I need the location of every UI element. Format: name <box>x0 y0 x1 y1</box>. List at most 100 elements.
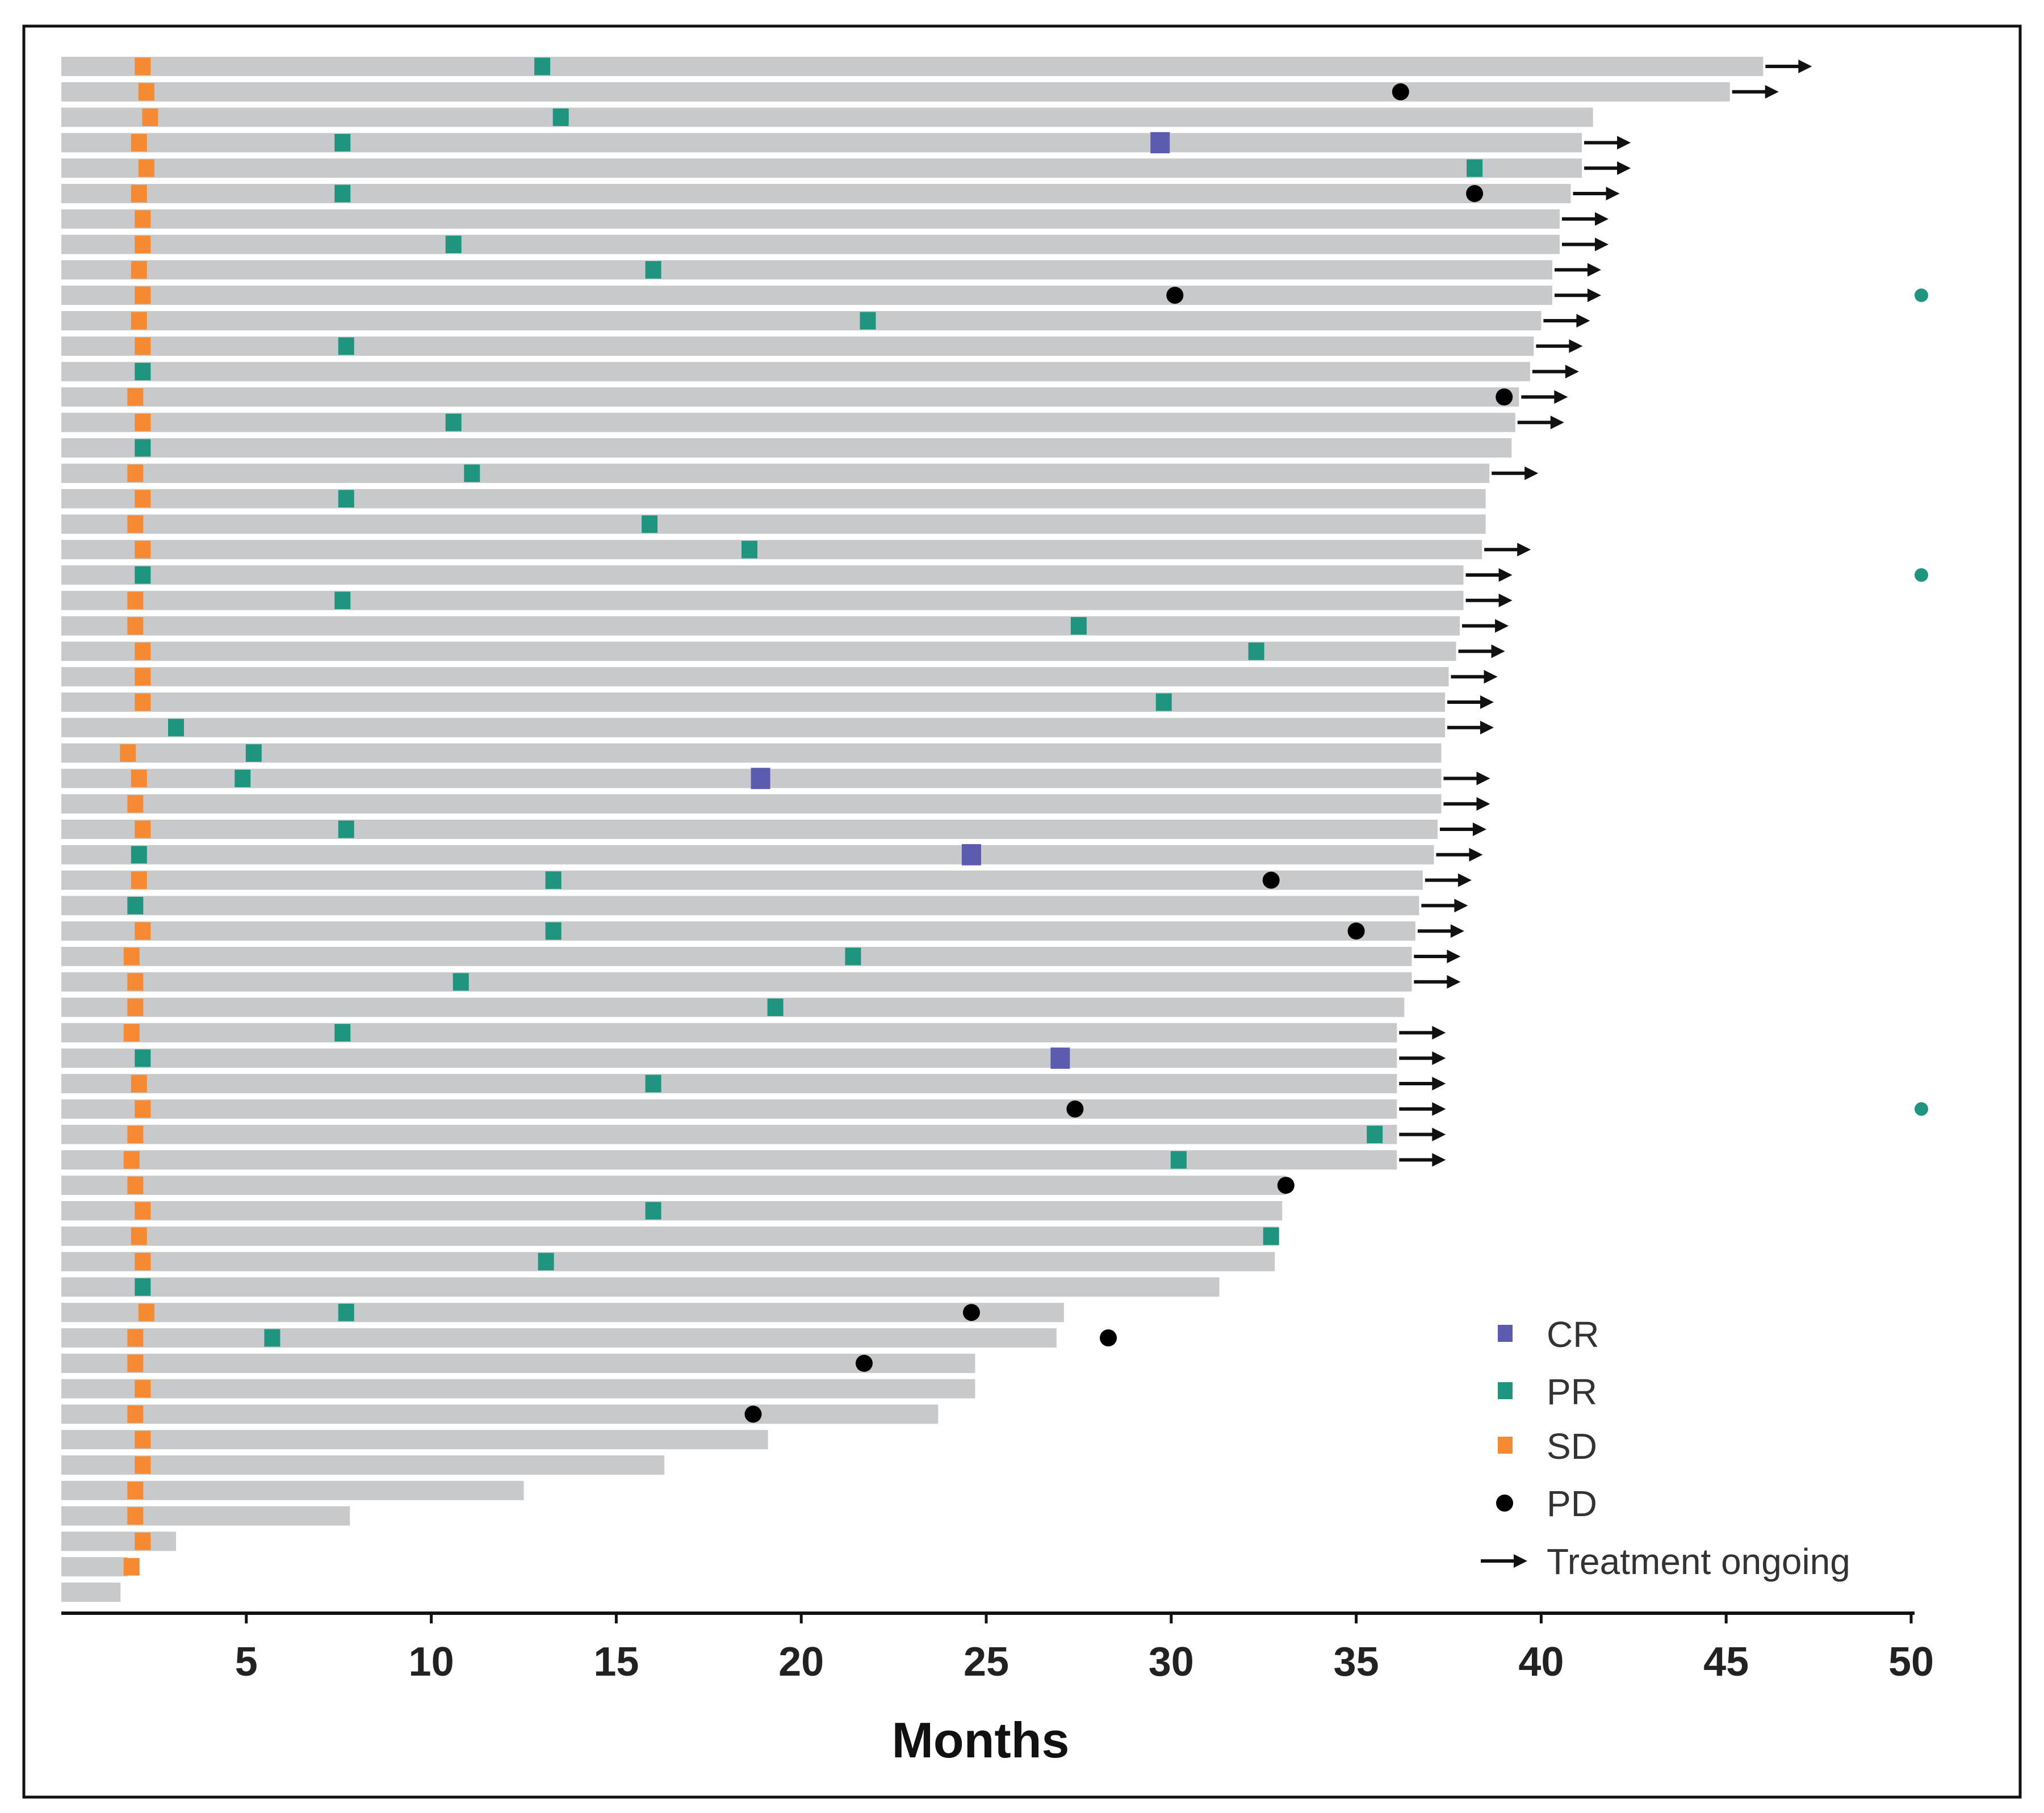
patient-bar <box>61 1150 1397 1170</box>
arrow-head <box>1432 1102 1446 1116</box>
pr-marker <box>552 108 569 126</box>
legend-item-pd: PD <box>1496 1483 1597 1524</box>
ongoing-arrow-icon <box>1425 873 1472 887</box>
ongoing-arrow-icon <box>1584 136 1631 150</box>
pd-marker <box>1347 922 1365 940</box>
patient-bar <box>61 1252 1275 1271</box>
arrow-head <box>1432 1026 1446 1040</box>
arrow-head <box>1432 1077 1446 1090</box>
sd-marker <box>131 134 147 152</box>
pr-marker <box>1155 693 1172 711</box>
sd-marker <box>131 770 147 787</box>
patient-bar <box>61 260 1552 280</box>
pr-marker <box>135 1278 151 1296</box>
cr-marker <box>961 844 981 866</box>
pr-marker <box>1263 1227 1279 1245</box>
arrow-head <box>1469 847 1483 862</box>
pr-marker <box>264 1329 280 1347</box>
pr-marker <box>1467 159 1483 177</box>
patient-bar <box>61 107 1593 127</box>
sd-marker <box>135 286 151 304</box>
legend-item-sd: SD <box>1498 1426 1597 1467</box>
ongoing-arrow-icon <box>1543 314 1590 328</box>
ongoing-arrow-icon <box>1451 670 1498 684</box>
sd-marker <box>135 1430 151 1449</box>
pr-marker <box>334 1024 351 1042</box>
ongoing-arrow-icon <box>1462 619 1509 633</box>
pr-marker <box>338 1303 354 1321</box>
cr-marker <box>1050 1047 1070 1069</box>
patient-bar <box>61 1379 975 1399</box>
sd-marker <box>127 1354 144 1373</box>
ongoing-arrow-icon <box>1399 1153 1446 1167</box>
sd-marker <box>131 1227 147 1245</box>
sd-marker <box>135 820 151 838</box>
arrow-head <box>1569 339 1583 353</box>
sd-marker <box>135 236 151 253</box>
ongoing-arrow-icon <box>1414 975 1461 989</box>
ongoing-arrow-icon <box>1436 847 1483 862</box>
legend-cr-swatch <box>1498 1325 1513 1342</box>
arrow-head <box>1514 1554 1527 1568</box>
ongoing-arrow-icon <box>1399 1077 1446 1090</box>
sd-marker <box>123 947 140 966</box>
arrow-head <box>1447 950 1461 963</box>
sd-marker <box>127 1507 144 1525</box>
patient-bar <box>61 1404 939 1424</box>
ongoing-arrow-icon <box>1399 1051 1446 1065</box>
arrow-head <box>1450 924 1464 938</box>
patient-bar <box>61 286 1552 305</box>
ongoing-arrow-icon <box>1561 212 1609 226</box>
cr-marker <box>1150 132 1170 154</box>
pr-marker <box>245 744 262 762</box>
pd-marker <box>1166 287 1184 304</box>
pr-marker <box>334 134 351 152</box>
patient-bar <box>61 1328 1057 1348</box>
patient-bar <box>61 616 1460 636</box>
patient-bar <box>61 336 1534 356</box>
patient-bar <box>61 1099 1397 1119</box>
patient-bar <box>61 1201 1283 1220</box>
x-tick-label: 35 <box>1334 1639 1379 1685</box>
arrow-head <box>1524 466 1539 480</box>
pr-marker <box>334 184 351 203</box>
ongoing-arrow-icon <box>1399 1102 1446 1116</box>
legend-item-pr: PR <box>1498 1371 1597 1412</box>
patient-bar <box>61 693 1445 712</box>
arrow-head <box>1765 85 1779 99</box>
patient-bar <box>61 667 1449 687</box>
sd-marker <box>127 617 144 635</box>
patient-bar <box>61 972 1412 992</box>
sd-marker <box>135 1253 151 1270</box>
arrow-head <box>1454 899 1468 913</box>
ongoing-arrow-icon <box>1443 771 1490 786</box>
ongoing-arrow-icon <box>1417 924 1464 938</box>
sd-marker <box>135 643 151 660</box>
patient-bar <box>61 463 1490 483</box>
patient-bar <box>61 540 1482 560</box>
sd-marker <box>138 83 154 101</box>
arrow-head <box>1617 161 1631 175</box>
sd-marker <box>127 464 144 482</box>
legend-item-cr: CR <box>1498 1314 1599 1355</box>
pr-marker <box>445 413 462 431</box>
sd-marker <box>127 1126 144 1143</box>
teal-dot-marker <box>1915 288 1928 303</box>
ongoing-arrow-icon <box>1465 568 1513 582</box>
patient-bar <box>61 362 1530 381</box>
patient-bar <box>61 1124 1397 1144</box>
patient-bar <box>61 845 1434 864</box>
x-tick-label: 15 <box>593 1639 639 1685</box>
pr-marker <box>1070 617 1087 635</box>
pr-marker <box>1367 1126 1383 1143</box>
x-axis-label: Months <box>892 1712 1070 1768</box>
legend-item-ongoing: Treatment ongoing <box>1481 1541 1850 1582</box>
sd-marker <box>135 540 151 559</box>
arrow-head <box>1432 1153 1446 1167</box>
patient-bar <box>61 1430 768 1450</box>
patient-bar <box>61 590 1464 610</box>
sd-marker <box>127 591 144 610</box>
sd-marker <box>135 1380 151 1397</box>
pd-marker <box>1100 1329 1117 1346</box>
pr-marker <box>1248 643 1264 660</box>
